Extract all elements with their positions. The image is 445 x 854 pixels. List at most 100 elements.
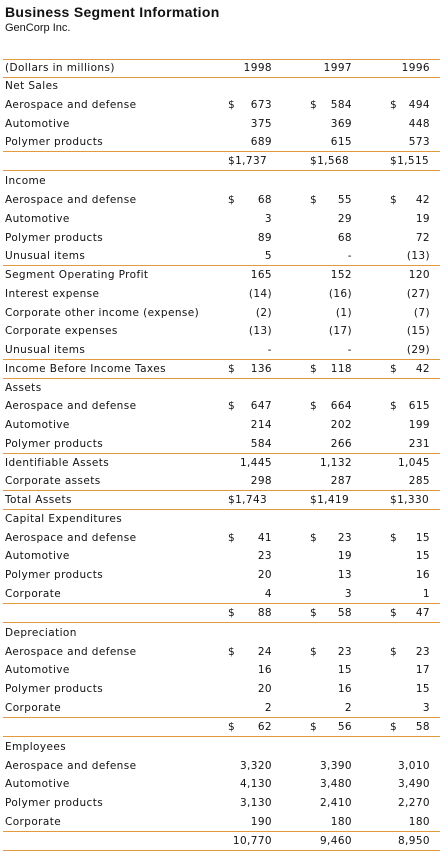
cell-value: (16): [328, 287, 352, 300]
row-label: Aerospace and defense: [5, 531, 137, 544]
row-label: Automotive: [5, 550, 70, 563]
rule-line: [3, 59, 440, 60]
cell-value: 3,320: [239, 759, 272, 772]
cell-value: 15: [415, 550, 430, 563]
row-label: Total Assets: [5, 494, 72, 506]
rule-line: [3, 151, 440, 152]
section-heading: Income: [5, 175, 47, 188]
cell-value: 20: [257, 683, 272, 695]
cell-value: 584: [330, 98, 352, 111]
row-label: Polymer products: [5, 231, 104, 244]
cell-value: 5: [264, 250, 272, 263]
cell-value: (15): [406, 325, 430, 338]
cell-value: 62: [257, 720, 272, 733]
rule-line: [3, 490, 440, 491]
cell-value: 4,130: [239, 778, 272, 791]
cell-value: 3: [264, 212, 272, 225]
year-header: 1996: [401, 62, 430, 74]
currency-sign: $: [228, 362, 236, 375]
cell-value: 19: [337, 550, 352, 563]
row-label: Corporate: [5, 815, 62, 828]
row-label: Unusual items: [5, 344, 86, 356]
cell-value: 2: [344, 701, 352, 714]
cell-value: 689: [250, 136, 272, 149]
cell-value: (13): [248, 325, 272, 338]
currency-sign: $: [310, 531, 318, 544]
cell-value: 190: [250, 815, 272, 828]
cell-value: 673: [250, 98, 272, 111]
row-label: Automotive: [5, 778, 70, 791]
cell-value: 3: [422, 701, 430, 714]
rule-line: [3, 453, 440, 454]
cell-value: $1,743: [228, 494, 268, 506]
cell-value: 3,490: [397, 778, 430, 791]
cell-value: 266: [330, 437, 352, 450]
cell-value: 41: [257, 531, 272, 544]
cell-value: 1,045: [397, 456, 430, 469]
row-label: Aerospace and defense: [5, 400, 137, 413]
cell-value: 3,480: [319, 778, 352, 791]
cell-value: 23: [337, 645, 352, 658]
currency-sign: $: [390, 645, 398, 658]
currency-sign: $: [390, 194, 398, 206]
cell-value: (17): [328, 325, 352, 338]
cell-value: 573: [408, 136, 430, 149]
currency-sign: $: [310, 606, 318, 619]
row-label: Unusual items: [5, 250, 86, 263]
currency-sign: $: [310, 362, 318, 375]
cell-value: 118: [330, 362, 352, 375]
row-label: Polymer products: [5, 683, 104, 695]
row-label: Polymer products: [5, 136, 104, 149]
subtitle: GenCorp Inc.: [5, 22, 71, 34]
currency-sign: $: [390, 400, 398, 413]
cell-value: 8,950: [397, 834, 430, 847]
cell-value: 494: [408, 98, 430, 111]
cell-value: 180: [330, 815, 352, 828]
cell-value: 1,445: [239, 456, 272, 469]
cell-value: 375: [250, 117, 272, 130]
title: Business Segment Information: [5, 4, 220, 20]
row-label: Aerospace and defense: [5, 759, 137, 772]
cell-value: 68: [257, 194, 272, 206]
cell-value: 165: [250, 269, 272, 281]
cell-value: (7): [413, 306, 430, 319]
row-label: Aerospace and defense: [5, 194, 137, 206]
row-label: Corporate: [5, 701, 62, 714]
cell-value: 369: [330, 117, 352, 130]
row-label: Polymer products: [5, 797, 104, 809]
section-heading: Depreciation: [5, 626, 77, 639]
cell-value: 9,460: [319, 834, 352, 847]
currency-sign: $: [390, 720, 398, 733]
cell-value: 1,132: [319, 456, 352, 469]
currency-sign: $: [228, 720, 236, 733]
row-label: Corporate: [5, 587, 62, 600]
currency-sign: $: [310, 720, 318, 733]
cell-value: 2,270: [397, 797, 430, 809]
cell-value: 287: [330, 475, 352, 488]
cell-value: 19: [415, 212, 430, 225]
cell-value: 23: [415, 645, 430, 658]
cell-value: 29: [337, 212, 352, 225]
cell-value: 448: [408, 117, 430, 130]
cell-value: 10,770: [232, 834, 272, 847]
cell-value: (29): [406, 344, 430, 356]
cell-value: -: [347, 344, 352, 356]
cell-value: 2: [264, 701, 272, 714]
cell-value: 88: [257, 606, 272, 619]
rule-line: [3, 509, 440, 510]
section-heading: Net Sales: [5, 80, 59, 92]
cell-value: 17: [415, 664, 430, 677]
row-label: Polymer products: [5, 437, 104, 450]
cell-value: 23: [257, 550, 272, 563]
rule-line: [3, 622, 440, 623]
cell-value: 202: [330, 419, 352, 431]
cell-value: 4: [264, 587, 272, 600]
section-heading: Employees: [5, 740, 67, 753]
cell-value: 298: [250, 475, 272, 488]
row-label: Aerospace and defense: [5, 98, 137, 111]
cell-value: 120: [408, 269, 430, 281]
section-heading: Assets: [5, 381, 42, 394]
currency-sign: $: [228, 531, 236, 544]
row-label: Automotive: [5, 212, 70, 225]
